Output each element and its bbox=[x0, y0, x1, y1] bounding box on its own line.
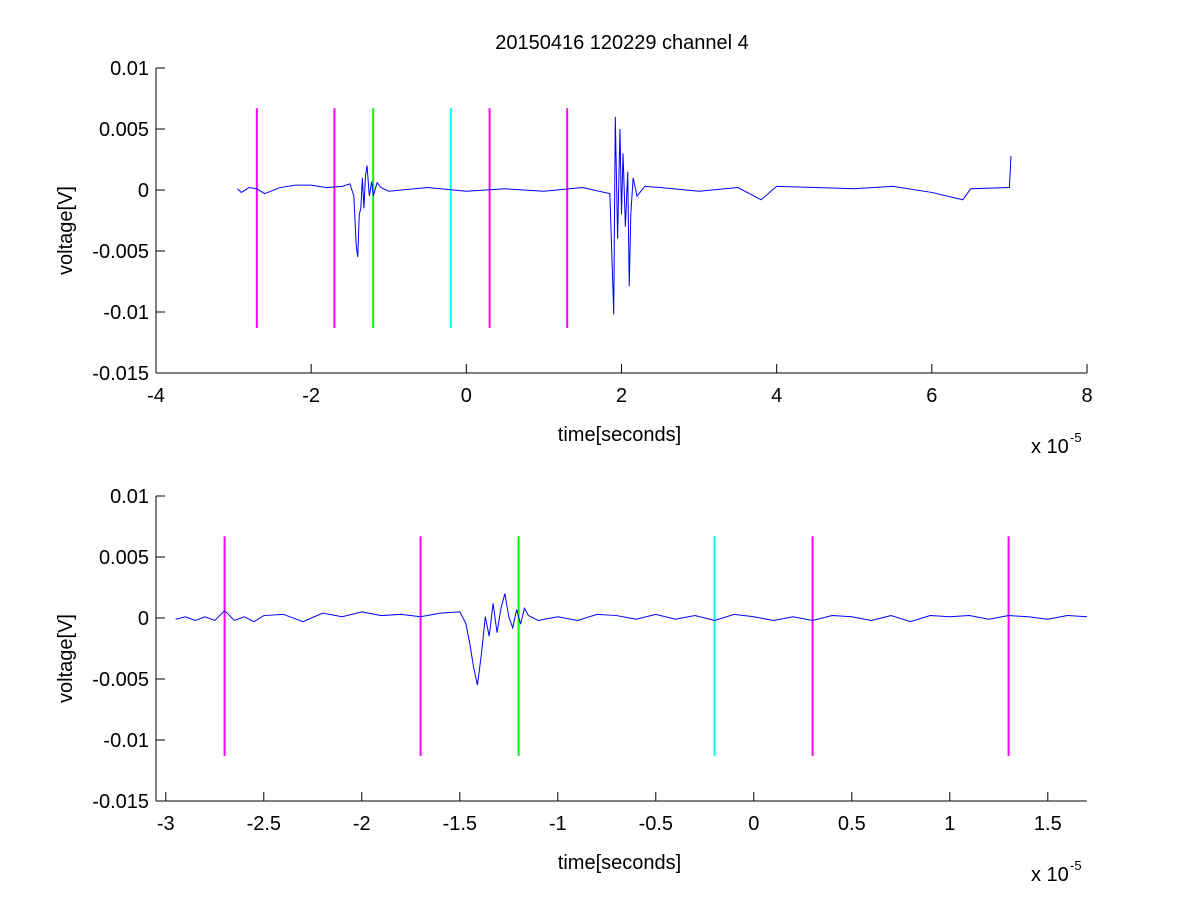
chart1-x-tick-label-4: 2 bbox=[616, 385, 627, 407]
chart1-y-tick-label-3: -0.005 bbox=[92, 241, 149, 263]
chart2-y-tick-label-4: 0 bbox=[138, 608, 149, 630]
chart1-y-tick-label-6: 0.01 bbox=[110, 58, 149, 80]
chart2-y-tick-label-1: -0.015 bbox=[92, 791, 149, 813]
chart2-x-tick-label-10: 1.5 bbox=[1034, 813, 1062, 835]
chart1-x-multiplier-label: x 10 bbox=[1031, 436, 1069, 458]
chart1-y-tick-label-1: -0.015 bbox=[92, 363, 149, 385]
chart1-x-tick-label-3: 0 bbox=[461, 385, 472, 407]
chart1-y-axis-label: voltage[V] bbox=[55, 186, 77, 275]
chart1-x-tick-label-6: 6 bbox=[926, 385, 937, 407]
top-chart: -4 -2 0 2 4 6 8 -0.015 -0.01 -0.005 0 0.005 0.01 time… bbox=[55, 58, 1093, 458]
chart2-x-tick-label-5: -1 bbox=[549, 813, 567, 835]
chart-title: 20150416 120229 channel 4 bbox=[495, 32, 749, 54]
chart2-y-tick-label-6: 0.01 bbox=[110, 486, 149, 508]
chart2-x-multiplier-exponent: -5 bbox=[1070, 858, 1082, 873]
chart2-x-multiplier-label: x 10 bbox=[1031, 864, 1069, 886]
chart1-series-line-1 bbox=[237, 116, 1012, 315]
chart1-y-tick-label-2: -0.01 bbox=[103, 302, 149, 324]
chart1-y-tick-label-4: 0 bbox=[138, 180, 149, 202]
chart2-x-axis-label: time[seconds] bbox=[558, 852, 681, 874]
chart1-x-tick-label-5: 4 bbox=[771, 385, 782, 407]
chart1-x-multiplier-exponent: -5 bbox=[1070, 430, 1082, 445]
chart2-y-tick-label-5: 0.005 bbox=[99, 547, 149, 569]
chart2-y-axis-label: voltage[V] bbox=[55, 614, 77, 703]
chart2-x-tick-label-3: -2 bbox=[353, 813, 371, 835]
chart2-y-tick-label-2: -0.01 bbox=[103, 730, 149, 752]
chart2-x-tick-label-2: -2.5 bbox=[247, 813, 281, 835]
chart1-x-axis-label: time[seconds] bbox=[558, 424, 681, 446]
chart1-y-tick-label-5: 0.005 bbox=[99, 119, 149, 141]
chart2-x-tick-label-1: -3 bbox=[157, 813, 175, 835]
chart2-x-tick-label-4: -1.5 bbox=[443, 813, 477, 835]
chart2-x-tick-label-7: 0 bbox=[748, 813, 759, 835]
chart2-y-tick-label-3: -0.005 bbox=[92, 669, 149, 691]
chart2-x-tick-label-8: 0.5 bbox=[838, 813, 866, 835]
chart2-x-tick-label-9: 1 bbox=[944, 813, 955, 835]
chart2-series-line-1 bbox=[175, 593, 1088, 686]
chart1-x-tick-label-1: -4 bbox=[147, 385, 165, 407]
chart2-x-tick-label-6: -0.5 bbox=[639, 813, 673, 835]
chart1-x-tick-label-7: 8 bbox=[1081, 385, 1092, 407]
bottom-chart: -3 -2.5 -2 -1.5 -1 -0.5 0 0.5 1 1.5 -0.015 -0.01 -0.… bbox=[55, 486, 1088, 886]
chart1-x-tick-label-2: -2 bbox=[302, 385, 320, 407]
